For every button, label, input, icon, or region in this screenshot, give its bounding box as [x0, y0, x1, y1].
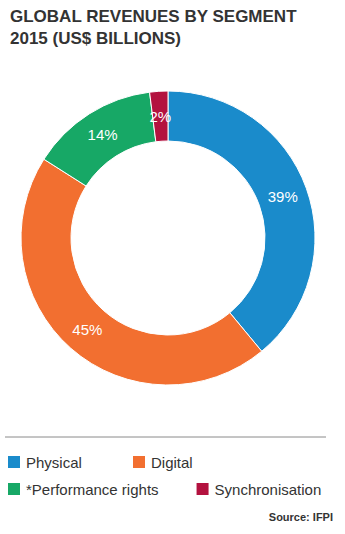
source: Source: IFPI: [269, 511, 333, 523]
legend-item: *Performance rights: [8, 481, 159, 498]
donut: [21, 91, 315, 385]
legend-label: Synchronisation: [215, 481, 322, 498]
data-labels: 39% 45% 14% 2%: [72, 108, 297, 338]
chart: GLOBAL REVENUES BY SEGMENT2015 (US$ BILL…: [0, 0, 345, 534]
slice: [44, 92, 156, 186]
legend-item: Physical: [8, 454, 82, 471]
legend-swatch: [197, 483, 209, 495]
slice: [21, 159, 262, 385]
data-label: 39%: [268, 188, 298, 205]
legend-swatch: [133, 456, 145, 468]
slice: [168, 91, 315, 351]
title: GLOBAL REVENUES BY SEGMENT2015 (US$ BILL…: [10, 7, 297, 48]
legend: Physical Digital *Performance rights Synchr…: [8, 454, 321, 498]
data-label: 45%: [72, 321, 102, 338]
legend-label: Digital: [151, 454, 193, 471]
legend-swatch: [8, 456, 20, 468]
legend-label: *Performance rights: [26, 481, 159, 498]
legend-label: Physical: [26, 454, 82, 471]
separator: [5, 437, 326, 438]
data-label: 2%: [149, 108, 171, 125]
legend-item: Digital: [133, 454, 193, 471]
legend-item: Synchronisation: [197, 481, 322, 498]
data-label: 14%: [88, 126, 118, 143]
legend-swatch: [8, 483, 20, 495]
